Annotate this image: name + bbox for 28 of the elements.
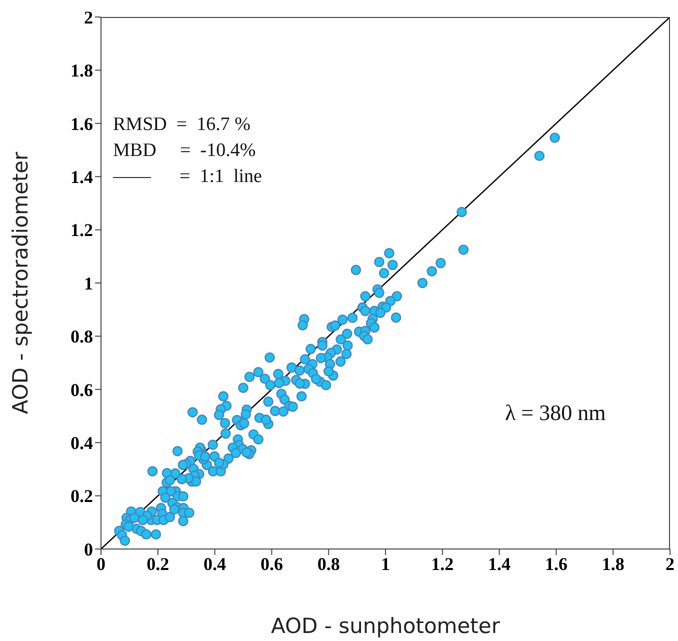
x-tick-label: 1.6: [544, 554, 568, 574]
x-tick-label: 2: [666, 554, 674, 574]
x-tick-label: 1.2: [431, 554, 454, 574]
y-tick-label: 1.2: [70, 220, 93, 240]
x-axis-title: AOD - sunphotometer: [271, 614, 500, 638]
y-tick-label: 0.6: [70, 380, 93, 400]
y-tick-label: 0: [84, 539, 93, 560]
x-tick-label: 0.2: [146, 554, 170, 574]
y-tick-label: 0.2: [70, 486, 93, 506]
y-tick-label: 1.4: [70, 166, 93, 187]
x-tick-label: 1.8: [602, 554, 624, 574]
annotation: RMSD = 16.7 %: [113, 114, 250, 136]
annotation: MBD = -10.4%: [113, 140, 256, 162]
annotation: —— = 1:1 line: [113, 166, 262, 188]
y-tick-label: 2: [84, 7, 93, 28]
x-tick-label: 1: [381, 554, 390, 574]
y-tick-label: 1: [84, 273, 93, 294]
x-tick-label: 0.4: [204, 554, 226, 574]
x-tick-label: 0: [96, 554, 106, 574]
y-tick-label: 0.4: [70, 432, 93, 453]
y-tick-label: 1.8: [70, 60, 93, 81]
x-tick-label: 0.8: [317, 554, 340, 574]
x-tick-label: 1.4: [488, 554, 511, 574]
x-tick-label: 0.6: [260, 554, 283, 574]
y-tick-label: 1.6: [70, 114, 93, 134]
y-tick-label: 0.8: [70, 326, 93, 347]
y-axis-title: AOD - spectroradiometer: [8, 151, 32, 414]
annotation: λ = 380 nm: [505, 400, 606, 426]
